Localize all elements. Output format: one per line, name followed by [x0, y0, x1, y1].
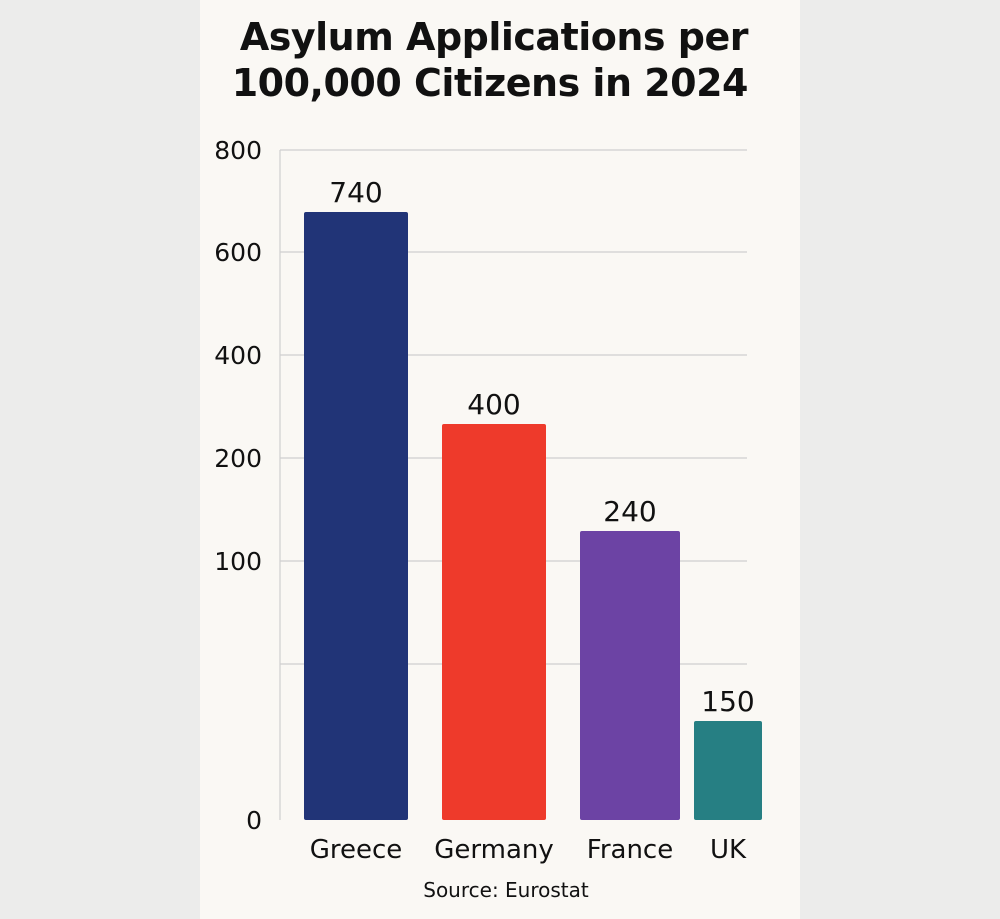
x-tick-label: UK	[710, 835, 747, 865]
chart-title-line-2: 100,000 Citizens in 2024	[231, 61, 749, 105]
y-tick-label: 0	[246, 806, 262, 835]
x-tick-label: Greece	[310, 835, 403, 865]
y-tick-label: 600	[214, 238, 262, 267]
x-tick-label: France	[587, 835, 673, 865]
bar-uk	[694, 721, 762, 820]
x-axis-categories: Greece Germany France UK	[310, 835, 747, 865]
bar-germany	[442, 424, 546, 820]
data-label: 240	[603, 495, 656, 528]
data-label: 400	[467, 388, 520, 421]
chart-title: Asylum Applications per 100,000 Citizens…	[200, 14, 749, 106]
bars	[304, 212, 762, 820]
bar-france	[580, 531, 680, 820]
x-tick-label: Germany	[434, 835, 554, 865]
y-tick-label: 200	[214, 444, 262, 473]
bar-greece	[304, 212, 408, 820]
source-note: Source: Eurostat	[423, 878, 589, 902]
y-tick-label: 100	[214, 547, 262, 576]
data-label: 150	[701, 685, 754, 718]
y-tick-label: 800	[214, 136, 262, 165]
chart-title-line-1: Asylum Applications per	[239, 15, 749, 59]
data-labels: 740 400 240 150	[329, 176, 754, 718]
data-label: 740	[329, 176, 382, 209]
y-axis-ticks: 800 600 400 200 100 0	[214, 136, 262, 835]
y-tick-label: 400	[214, 341, 262, 370]
